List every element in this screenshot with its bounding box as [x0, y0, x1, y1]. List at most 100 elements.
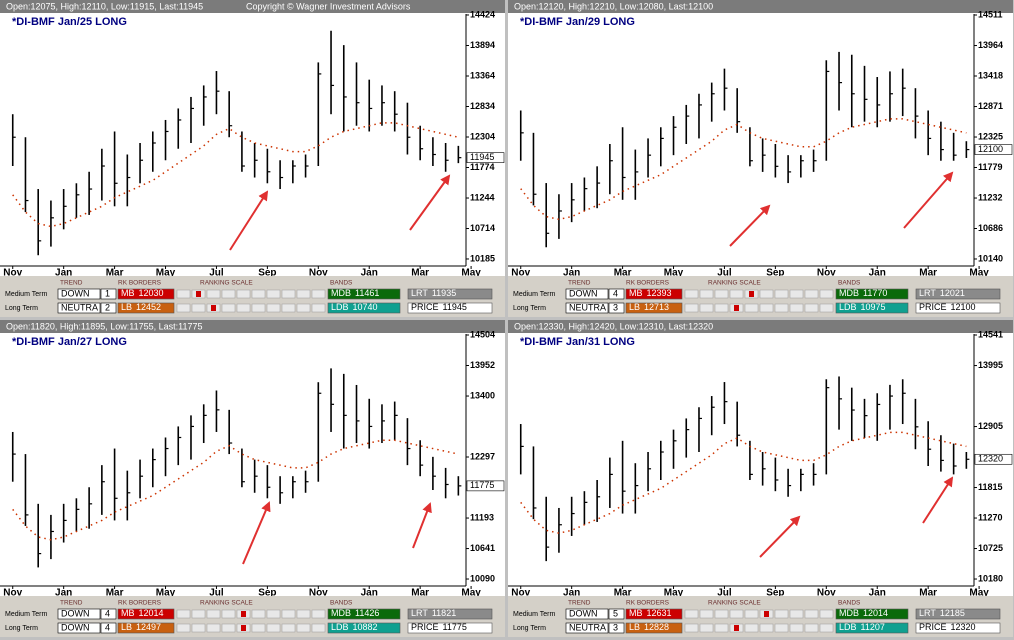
band-box	[327, 622, 401, 634]
arrow	[903, 171, 954, 229]
y-tick-label: 13964	[978, 40, 1003, 50]
extra-label: PRICE	[411, 302, 439, 312]
scale-cell	[789, 303, 804, 313]
scale-cell	[251, 303, 266, 313]
scale-cell	[789, 289, 804, 299]
quote-header: Open:12330, High:12420, Low:12310, Last:…	[514, 321, 713, 331]
extra-box	[915, 608, 1001, 620]
border-label: LB	[121, 302, 132, 312]
y-tick-label: 13894	[470, 40, 495, 50]
y-tick-label: 10090	[470, 573, 495, 583]
band-value: 10882	[353, 622, 378, 632]
x-tick-label: Mar	[106, 588, 124, 599]
term-label: Medium Term	[513, 291, 555, 298]
band-label: LDB	[839, 302, 857, 312]
trend-value: DOWN	[569, 288, 598, 298]
y-tick-label: 11774	[470, 162, 495, 172]
indicator-header: BANDS	[838, 600, 861, 607]
last-price-box	[466, 152, 505, 163]
border-text: LB 12497	[121, 622, 161, 632]
scale-cell	[311, 289, 326, 299]
scale-cell	[176, 303, 191, 313]
scale-cell	[819, 623, 834, 633]
x-tick-label: Jan	[361, 268, 378, 279]
band-label: MDB	[331, 288, 351, 298]
y-tick-label: 12871	[978, 101, 1003, 111]
extra-box	[915, 622, 1001, 634]
x-tick-label: Sep	[766, 588, 784, 599]
border-text: LB 12713	[629, 302, 669, 312]
border-label: MB	[629, 288, 643, 298]
rank-value: 3	[613, 622, 618, 632]
scale-cell	[774, 303, 789, 313]
scale-cell	[684, 289, 699, 299]
extra-text: PRICE 12320	[919, 622, 976, 632]
indicator-header: RANKING SCALE	[200, 600, 253, 607]
border-value: 12713	[644, 302, 669, 312]
scale-cell	[221, 623, 236, 633]
x-tick-label: Jan	[563, 588, 580, 599]
scale-cell	[251, 609, 266, 619]
band-label: MDB	[839, 608, 859, 618]
scale-cell	[684, 609, 699, 619]
x-tick-label: Jul	[209, 268, 224, 279]
extra-value: 12021	[940, 288, 965, 298]
scale-cell	[759, 303, 774, 313]
extra-label: LRT	[411, 288, 428, 298]
scale-cell	[699, 303, 714, 313]
extra-text: LRT 12021	[919, 288, 965, 298]
x-tick-label: May	[156, 588, 176, 599]
panel-background	[0, 0, 505, 317]
y-tick-label: 11779	[978, 162, 1003, 172]
border-label: MB	[121, 608, 135, 618]
x-tick-label: Mar	[614, 268, 632, 279]
scale-cell	[774, 609, 789, 619]
last-price-label: 12100	[978, 144, 1003, 154]
scale-cell	[311, 609, 326, 619]
term-label: Medium Term	[5, 291, 47, 298]
border-box	[625, 288, 683, 300]
extra-label: PRICE	[919, 302, 947, 312]
y-tick-label: 12834	[470, 101, 495, 111]
x-tick-label: Nov	[511, 588, 530, 599]
trend-value: DOWN	[569, 608, 598, 618]
y-tick-label: 12304	[470, 131, 495, 141]
band-box	[835, 288, 909, 300]
band-label: LDB	[331, 302, 349, 312]
border-label: LB	[629, 622, 640, 632]
trend-box	[57, 288, 101, 300]
x-tick-label: Mar	[614, 588, 632, 599]
scale-cell	[774, 623, 789, 633]
border-value: 12497	[136, 622, 161, 632]
trend-value: NEUTRA	[569, 622, 606, 632]
y-tick-label: 10185	[470, 253, 495, 263]
last-price-box	[974, 453, 1013, 465]
rank-value: 1	[105, 288, 110, 298]
y-tick-label: 13364	[470, 70, 495, 80]
y-tick-label: 14424	[470, 9, 495, 19]
border-box	[117, 622, 175, 634]
x-tick-label: Nov	[309, 268, 328, 279]
scale-cell	[714, 623, 729, 633]
extra-label: PRICE	[919, 622, 947, 632]
chart-panel: Open:12330, High:12420, Low:12310, Last:…	[508, 320, 1013, 637]
x-tick-label: Jul	[717, 268, 732, 279]
term-label: Long Term	[513, 625, 546, 632]
scale-cell	[221, 303, 236, 313]
quote-header: Open:12120, High:12210, Low:12080, Last:…	[514, 1, 713, 11]
x-tick-label: Nov	[3, 268, 22, 279]
scale-cell	[206, 623, 221, 633]
scale-cell	[191, 303, 206, 313]
scale-cell	[714, 289, 729, 299]
x-tick-label: May	[461, 588, 481, 599]
arrow	[229, 190, 269, 251]
panel-background	[508, 320, 1013, 637]
indicator-header: RANKING SCALE	[200, 280, 253, 287]
x-tick-label: Jan	[869, 268, 886, 279]
band-value: 11461	[355, 288, 379, 298]
y-tick-label: 13952	[470, 360, 495, 370]
scale-cell	[804, 289, 819, 299]
rank-marker	[734, 625, 739, 631]
extra-box	[407, 288, 493, 300]
rank-box	[608, 608, 625, 620]
